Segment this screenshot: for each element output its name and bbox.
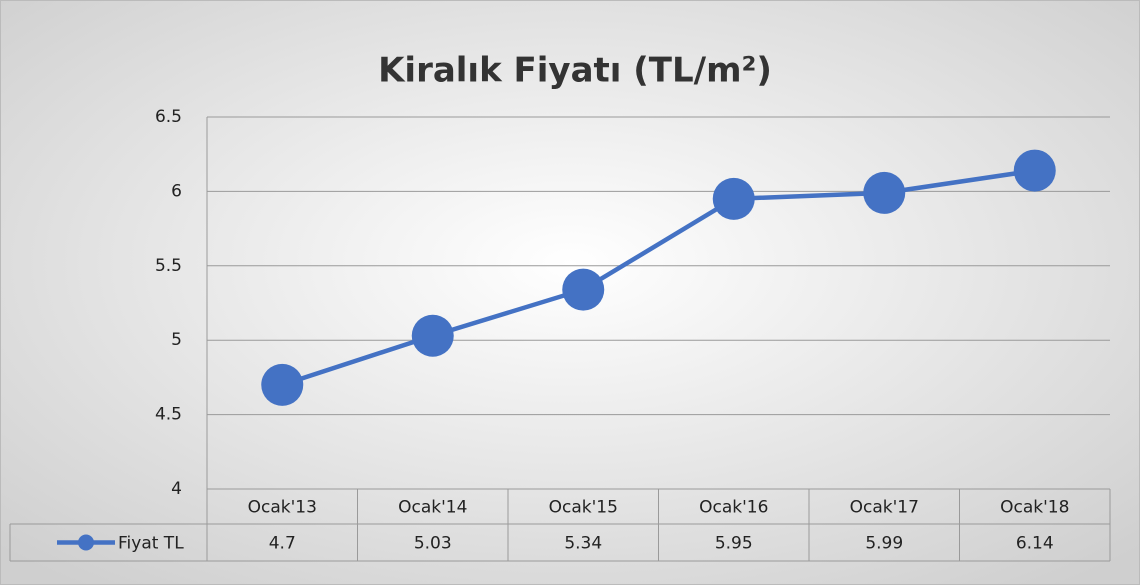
marker xyxy=(863,171,906,214)
x-tick-label: Ocak'18 xyxy=(1000,498,1069,518)
x-tick-label: Ocak'16 xyxy=(699,498,768,518)
y-tick-label: 6 xyxy=(171,181,182,201)
table-value: 5.34 xyxy=(564,534,602,554)
table-value: 5.99 xyxy=(865,534,903,554)
y-tick-label: 6.5 xyxy=(155,107,182,127)
marker xyxy=(562,268,605,311)
legend-label: Fiyat TL xyxy=(118,534,184,554)
marker xyxy=(1013,149,1056,192)
x-tick-label: Ocak'17 xyxy=(850,498,919,518)
marker xyxy=(411,314,454,357)
table-value: 6.14 xyxy=(1016,534,1054,554)
y-tick-label: 4.5 xyxy=(155,405,182,425)
table-value: 5.95 xyxy=(715,534,753,554)
y-tick-label: 4 xyxy=(171,479,182,499)
marker xyxy=(712,177,755,220)
chart-title: Kiralık Fiyatı (TL/m²) xyxy=(378,51,772,91)
legend-key-marker xyxy=(78,534,94,551)
x-tick-label: Ocak'15 xyxy=(549,498,618,518)
marker xyxy=(261,363,304,406)
y-tick-label: 5 xyxy=(171,330,182,350)
table-value: 4.7 xyxy=(269,534,296,554)
y-tick-label: 5.5 xyxy=(155,256,182,276)
line xyxy=(281,168,1036,387)
x-tick-label: Ocak'14 xyxy=(398,498,467,518)
x-tick-label: Ocak'13 xyxy=(248,498,317,518)
table-value: 5.03 xyxy=(414,534,452,554)
